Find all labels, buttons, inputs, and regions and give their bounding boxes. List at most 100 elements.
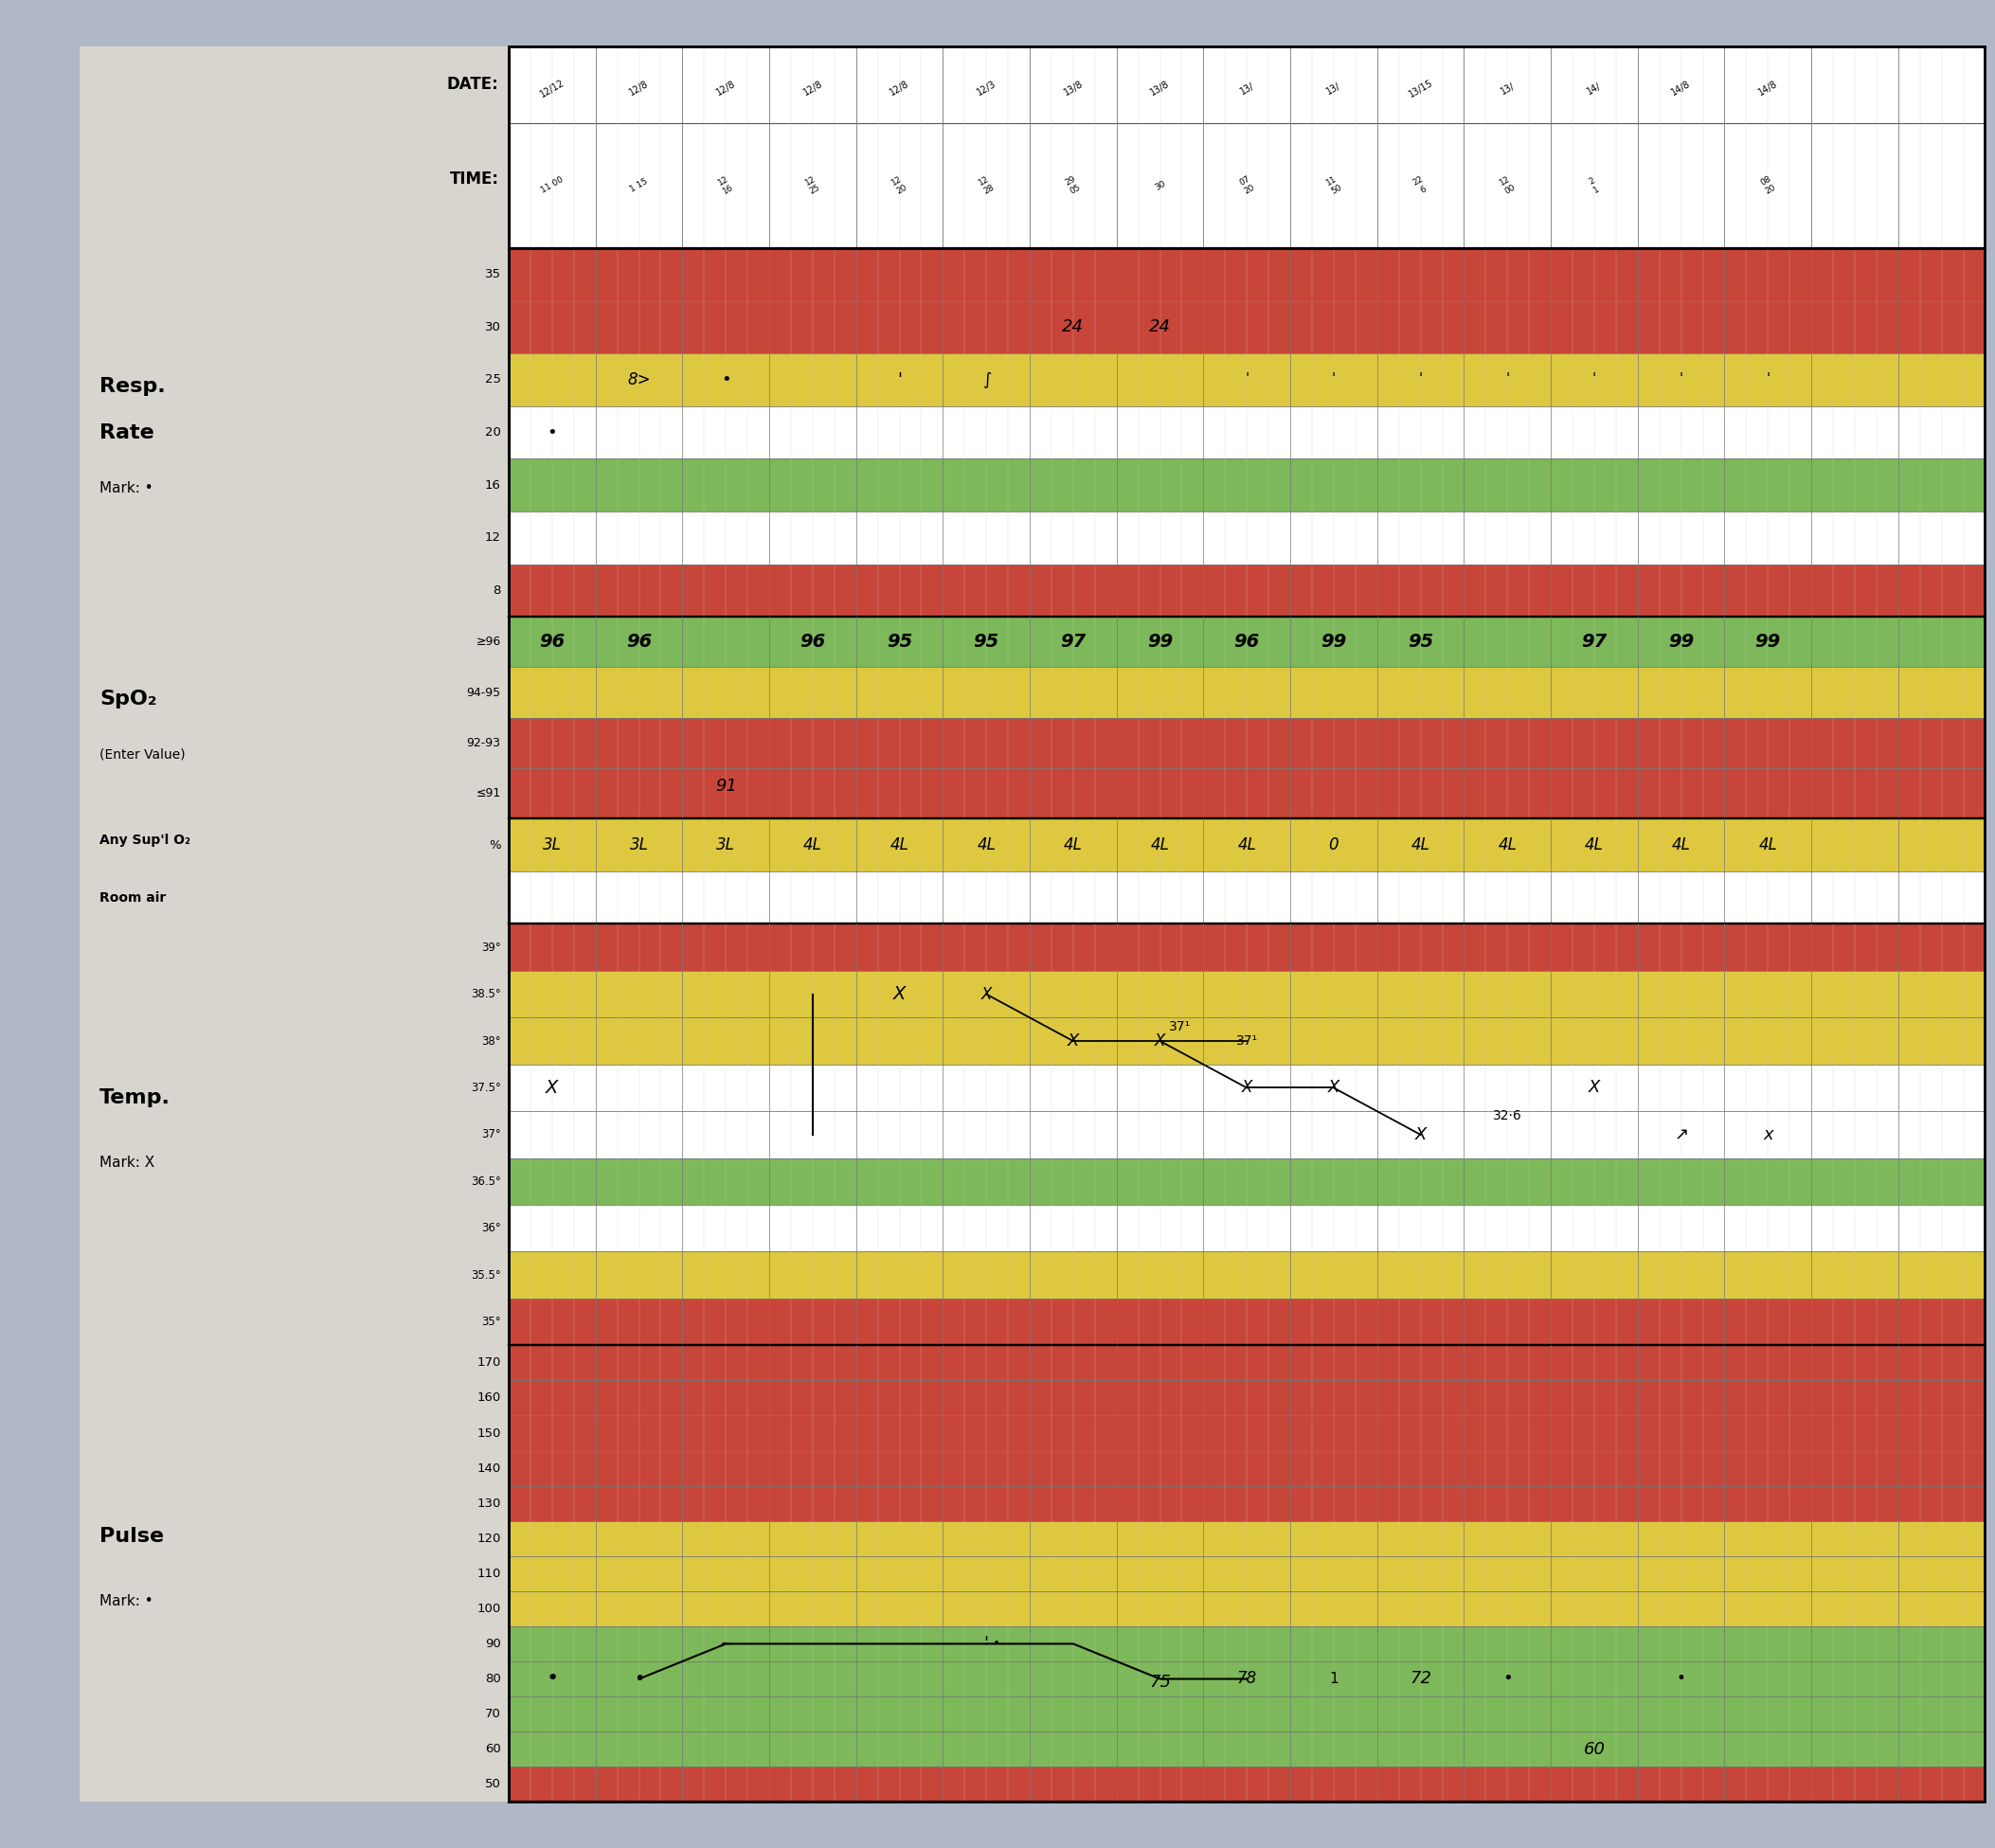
Text: 11 00: 11 00 <box>539 176 565 196</box>
Text: 1 15: 1 15 <box>628 177 650 194</box>
Text: ≤91: ≤91 <box>477 787 501 800</box>
Text: 8>: 8> <box>626 371 650 388</box>
Text: 4L: 4L <box>1498 837 1516 854</box>
Text: Pulse: Pulse <box>100 1526 164 1547</box>
Text: 97: 97 <box>1582 634 1608 650</box>
Bar <box>509 1661 1985 1696</box>
Text: 13/: 13/ <box>1325 81 1343 96</box>
Text: 12
16: 12 16 <box>716 176 734 196</box>
Bar <box>509 717 1985 769</box>
Bar <box>509 1591 1985 1626</box>
Text: 92-93: 92-93 <box>467 737 501 748</box>
Text: 3L: 3L <box>630 837 648 854</box>
Text: Mark: •: Mark: • <box>100 480 154 495</box>
Text: Mark: X: Mark: X <box>100 1155 156 1170</box>
Text: X: X <box>547 1079 559 1098</box>
Text: 4L: 4L <box>890 837 910 854</box>
Text: 4L: 4L <box>1237 837 1257 854</box>
Bar <box>509 1345 1985 1380</box>
Text: ~: ~ <box>720 1635 732 1652</box>
Text: 80: 80 <box>485 1672 501 1685</box>
Text: ∫: ∫ <box>982 371 992 388</box>
Text: 8: 8 <box>493 584 501 597</box>
Text: ': ' <box>1766 373 1770 386</box>
Text: ': ' <box>1245 373 1249 386</box>
Text: 29
05: 29 05 <box>1063 176 1083 196</box>
Text: 12/8: 12/8 <box>888 79 912 98</box>
Text: X: X <box>1067 1033 1079 1050</box>
Text: X: X <box>1414 1125 1426 1144</box>
Text: 12/8: 12/8 <box>628 79 650 98</box>
Bar <box>509 1299 1985 1345</box>
Text: 4L: 4L <box>804 837 822 854</box>
Text: X: X <box>894 985 906 1003</box>
Text: 20: 20 <box>485 427 501 438</box>
Text: 4L: 4L <box>1584 837 1604 854</box>
Text: 25: 25 <box>485 373 501 386</box>
Text: Rate: Rate <box>100 423 154 442</box>
Bar <box>509 512 1985 564</box>
Text: 99: 99 <box>1668 634 1694 650</box>
Bar <box>509 1767 1985 1802</box>
Text: 4L: 4L <box>1672 837 1690 854</box>
Text: •: • <box>992 1637 999 1650</box>
Text: 24: 24 <box>1149 318 1171 336</box>
Text: 4L: 4L <box>1410 837 1430 854</box>
Bar <box>509 1251 1985 1299</box>
Text: 35.5°: 35.5° <box>471 1270 501 1281</box>
Bar <box>509 46 1985 1802</box>
Bar <box>80 46 509 1802</box>
Bar <box>509 1064 1985 1111</box>
Text: 12
00: 12 00 <box>1498 176 1516 196</box>
Text: 160: 160 <box>477 1392 501 1404</box>
Text: 13/8: 13/8 <box>1061 79 1085 98</box>
Text: 0: 0 <box>1329 837 1339 854</box>
Bar <box>509 1556 1985 1591</box>
Text: 12
25: 12 25 <box>804 176 822 196</box>
Bar <box>509 248 1985 301</box>
Text: 96: 96 <box>539 634 565 650</box>
Text: 14/: 14/ <box>1586 81 1602 96</box>
Text: (Enter Value): (Enter Value) <box>100 748 186 761</box>
Text: 4L: 4L <box>1151 837 1169 854</box>
Text: 60: 60 <box>1584 1741 1606 1757</box>
Text: 4L: 4L <box>1063 837 1083 854</box>
Bar <box>509 1521 1985 1556</box>
Text: 75: 75 <box>1149 1674 1171 1691</box>
Text: 78: 78 <box>1237 1671 1257 1687</box>
Text: 100: 100 <box>477 1602 501 1615</box>
Text: 1: 1 <box>1329 1672 1339 1685</box>
Bar <box>509 1018 1985 1064</box>
Text: SpO₂: SpO₂ <box>100 689 158 710</box>
Text: ': ' <box>1592 373 1596 386</box>
Text: 38°: 38° <box>481 1035 501 1048</box>
Text: 96: 96 <box>1235 634 1259 650</box>
Text: 13/8: 13/8 <box>1149 79 1171 98</box>
Bar <box>509 564 1985 617</box>
Text: •: • <box>634 1671 644 1687</box>
Text: ': ' <box>1680 373 1684 386</box>
Text: 94-95: 94-95 <box>467 686 501 699</box>
Text: 36°: 36° <box>481 1222 501 1234</box>
Text: 35°: 35° <box>481 1316 501 1329</box>
Text: 170: 170 <box>477 1356 501 1369</box>
Text: 36.5°: 36.5° <box>471 1175 501 1188</box>
Bar <box>509 1111 1985 1159</box>
Text: ': ' <box>1418 373 1422 386</box>
Bar <box>509 769 1985 819</box>
Text: 3L: 3L <box>543 837 561 854</box>
Text: •: • <box>1676 1671 1686 1687</box>
Text: 110: 110 <box>477 1567 501 1580</box>
Bar <box>509 1205 1985 1251</box>
Bar <box>509 458 1985 512</box>
Text: 30: 30 <box>485 322 501 333</box>
Bar <box>509 46 1985 248</box>
Bar <box>509 667 1985 717</box>
Text: 13/: 13/ <box>1498 81 1516 96</box>
Bar <box>509 407 1985 458</box>
Text: 12
28: 12 28 <box>978 176 996 196</box>
Text: •: • <box>547 1669 559 1689</box>
Text: 99: 99 <box>1147 634 1173 650</box>
Text: TIME:: TIME: <box>449 170 499 188</box>
Text: X: X <box>982 985 992 1003</box>
